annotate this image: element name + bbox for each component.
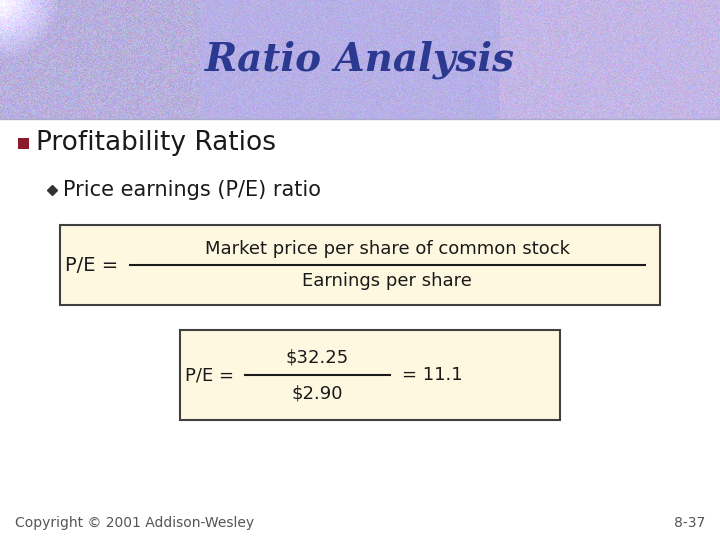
Text: P/E =: P/E =: [185, 366, 240, 384]
Text: Ratio Analysis: Ratio Analysis: [205, 40, 515, 79]
Text: $32.25: $32.25: [286, 348, 349, 366]
Text: Earnings per share: Earnings per share: [302, 272, 472, 290]
Bar: [180, 330, 560, 420]
Text: Price earnings (P/E) ratio: Price earnings (P/E) ratio: [63, 180, 321, 200]
Bar: [18, 138, 29, 148]
Text: Copyright © 2001 Addison-Wesley: Copyright © 2001 Addison-Wesley: [15, 516, 254, 530]
Bar: [0, 119, 720, 540]
Bar: [60, 225, 660, 305]
Text: P/E =: P/E =: [66, 255, 125, 275]
Text: = 11.1: = 11.1: [402, 366, 463, 384]
Text: $2.90: $2.90: [292, 384, 343, 402]
Text: Market price per share of common stock: Market price per share of common stock: [204, 240, 570, 258]
Text: 8-37: 8-37: [674, 516, 705, 530]
Text: Profitability Ratios: Profitability Ratios: [36, 130, 276, 156]
